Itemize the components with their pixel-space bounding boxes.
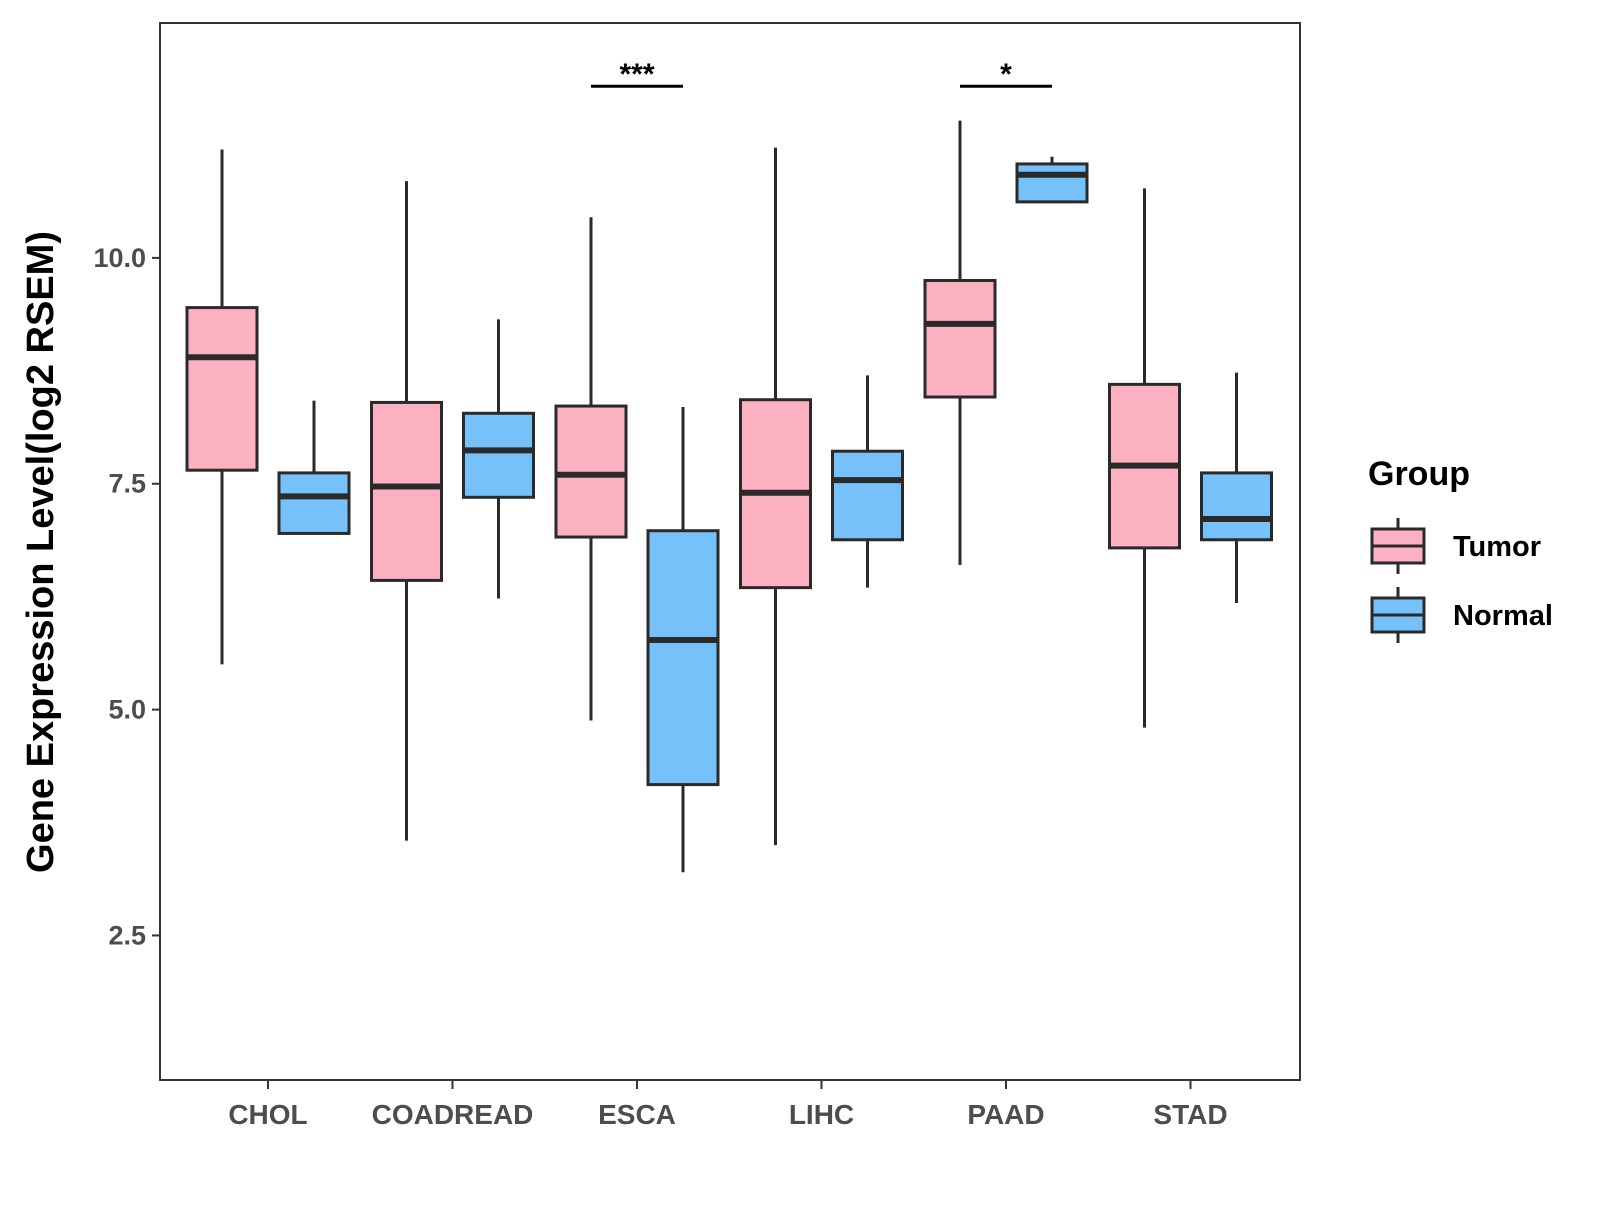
legend: Group Tumor Normal — [1368, 455, 1553, 643]
box-tumor-lihc — [739, 147, 812, 846]
x-tick-label: STAD — [1153, 1099, 1227, 1130]
legend-entry-normal: Normal — [1370, 587, 1553, 643]
box-normal-paad — [1015, 156, 1089, 204]
box-tumor-stad — [1108, 188, 1181, 728]
box-body — [370, 400, 443, 582]
box-tumor-paad — [923, 120, 997, 566]
y-tick-label: 5.0 — [108, 695, 146, 725]
legend-title: Group — [1368, 455, 1470, 493]
box-tumor-esca — [554, 217, 628, 721]
significance-label: * — [1000, 58, 1012, 91]
box-normal-lihc — [831, 375, 904, 588]
box-body — [462, 411, 535, 499]
legend-label: Normal — [1453, 600, 1553, 632]
x-tick-label: CHOL — [228, 1099, 307, 1130]
box-tumor-chol — [185, 149, 259, 665]
y-tick-label: 7.5 — [108, 469, 146, 499]
y-tick-label: 2.5 — [108, 920, 146, 950]
box-body — [277, 471, 351, 535]
box-normal-stad — [1200, 372, 1273, 603]
box-normal-coadread — [462, 319, 535, 599]
x-tick-label: COADREAD — [372, 1099, 534, 1130]
box-normal-chol — [277, 400, 351, 535]
box-body — [1015, 162, 1089, 204]
significance-label: *** — [619, 58, 654, 91]
significance-annotations: *** * — [591, 58, 1052, 91]
y-axis: 2.5 5.0 7.5 10.0 — [93, 243, 160, 950]
box-body — [554, 404, 628, 539]
box-body — [1200, 471, 1273, 542]
y-axis-title: Gene Expression Level(log2 RSEM) — [20, 231, 62, 873]
x-axis: CHOL COADREAD ESCA LIHC PAAD STAD — [228, 1080, 1228, 1130]
x-tick-label: PAAD — [967, 1099, 1044, 1130]
box-body — [646, 529, 720, 787]
box-body — [185, 306, 259, 472]
legend-label: Tumor — [1453, 531, 1541, 563]
legend-entry-tumor: Tumor — [1370, 518, 1541, 574]
x-tick-label: LIHC — [789, 1099, 854, 1130]
box-tumor-coadread — [370, 181, 443, 841]
box-normal-esca — [646, 406, 720, 873]
box-body — [923, 278, 997, 399]
boxes-layer — [185, 120, 1273, 873]
x-tick-label: ESCA — [598, 1099, 676, 1130]
plot-panel-border — [159, 22, 1301, 1081]
y-tick-label: 10.0 — [93, 243, 146, 273]
box-body — [831, 449, 904, 542]
